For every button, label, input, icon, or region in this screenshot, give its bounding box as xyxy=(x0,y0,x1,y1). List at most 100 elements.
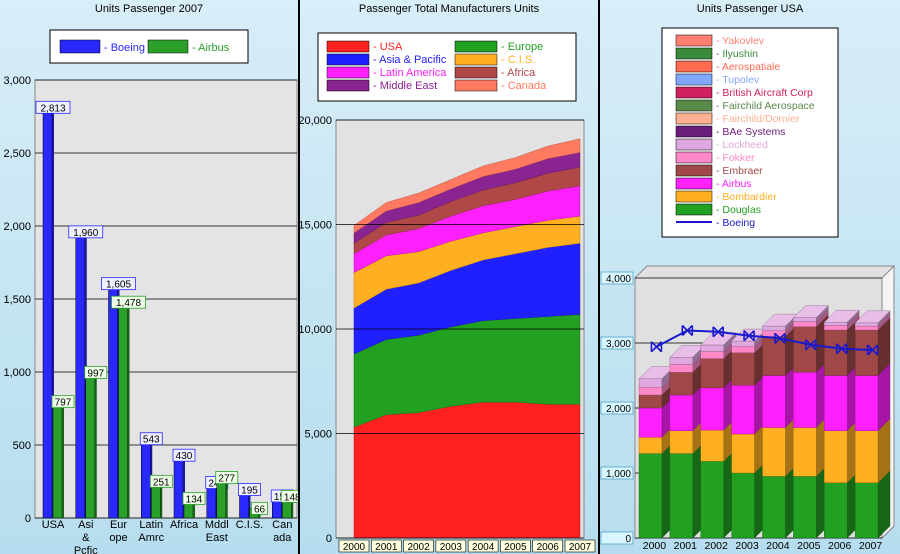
chart-title: Units Passenger 2007 xyxy=(95,3,203,15)
bar-segment-lockheed xyxy=(762,325,786,331)
x-tick-label: Africa xyxy=(170,519,199,531)
x-tick-box xyxy=(564,539,596,553)
x-tick-label: USA xyxy=(42,519,65,531)
bar-segment-airbus xyxy=(793,372,817,428)
line-point-marker xyxy=(835,343,848,355)
line-point-marker xyxy=(681,324,694,337)
legend-swatch xyxy=(675,177,713,190)
legend-swatch xyxy=(675,99,713,112)
x-tick-box xyxy=(435,539,467,553)
legend-swatch xyxy=(675,203,713,216)
legend-label: - Airbus xyxy=(192,42,230,54)
bar-segment-fokker xyxy=(669,364,693,373)
y-tick-label: 2,000 xyxy=(3,221,31,233)
bar-side xyxy=(291,498,294,518)
data-label: 1,960 xyxy=(73,228,98,239)
bar-airbus xyxy=(85,372,95,519)
bar-side xyxy=(160,483,163,518)
x-tick-label: East xyxy=(206,532,228,544)
data-label: 251 xyxy=(153,477,170,488)
x-tick-label: 2005 xyxy=(797,540,821,552)
bar-segment-bombardier xyxy=(700,429,724,462)
x-tick-label: Asi xyxy=(78,519,93,531)
data-label: 2,813 xyxy=(40,103,65,114)
x-tick-label: 2004 xyxy=(472,542,495,553)
data-label-box xyxy=(182,492,206,505)
data-label: 1,478 xyxy=(116,298,141,309)
bar-segment-douglas xyxy=(824,482,848,539)
line-point-marker xyxy=(743,330,755,342)
y-tick-label: 0 xyxy=(25,513,31,525)
legend-label: - Canada xyxy=(501,80,547,92)
bar-segment-embraer xyxy=(793,326,817,373)
line-point-marker xyxy=(774,332,786,344)
data-label: 66 xyxy=(254,504,266,515)
bar-segment-lockheed xyxy=(700,344,724,352)
data-label: 148 xyxy=(284,492,298,503)
data-label: 1,605 xyxy=(106,280,131,291)
bar-segment-douglas xyxy=(762,476,786,539)
stacked-3d-bar-chart-usa: Units Passenger USA 0 1,000 2,000 3,000 4,00… xyxy=(600,3,895,552)
bar-side xyxy=(94,374,97,518)
legend-swatch xyxy=(59,39,101,54)
x-tick-label: 2006 xyxy=(828,540,852,552)
bar-segment-lockheed xyxy=(731,340,755,347)
x-tick-label: Latin xyxy=(139,519,163,531)
bar-airbus xyxy=(52,401,63,519)
data-label-box xyxy=(280,489,298,503)
bar-segment-bombardier xyxy=(638,437,663,454)
legend-swatch xyxy=(675,112,713,125)
data-label-box xyxy=(149,474,173,488)
bar-top xyxy=(700,332,737,346)
bar-segment-embraer xyxy=(762,336,786,376)
y-tick-label: 10,000 xyxy=(300,324,332,336)
y-tick-label: 15,000 xyxy=(300,220,332,232)
chart-title: Passenger Total Manufacturers Units xyxy=(359,3,540,15)
legend-label: - Lockheed xyxy=(716,139,768,151)
y-tick-label: 1,500 xyxy=(3,294,31,306)
bar-segment-airbus xyxy=(669,394,693,431)
bar-top xyxy=(854,310,891,324)
bar-side xyxy=(193,500,195,518)
legend-label: - USA xyxy=(373,41,403,53)
bar-segment-airbus xyxy=(762,375,786,428)
bar-segment-fokker xyxy=(731,346,755,353)
bar-segment-fokker xyxy=(793,321,817,327)
y-tick-label: 2,000 xyxy=(606,404,631,415)
line-point-marker xyxy=(712,326,724,338)
bar-segment-douglas xyxy=(669,453,693,539)
y-tick-label: 0 xyxy=(625,534,631,545)
bar-segment-bombardier xyxy=(731,433,755,474)
bar-segment-embraer xyxy=(638,394,663,409)
units-passenger-2007-panel: Units Passenger 2007 0 500 1,000 1,500 2,000… xyxy=(0,0,298,554)
y-tick-box xyxy=(600,531,634,545)
bar-segment-airbus xyxy=(700,387,724,431)
bar-segment-airbus xyxy=(731,385,755,435)
legend-swatch xyxy=(454,66,498,79)
legend-label: - Airbus xyxy=(716,178,752,190)
bar-segment-bombardier xyxy=(762,427,786,477)
bar-segment-bombardier xyxy=(854,430,879,483)
y-tick-label: 20,000 xyxy=(300,115,332,127)
legend-swatch xyxy=(326,40,370,53)
legend-swatch xyxy=(675,34,713,47)
data-label: 797 xyxy=(55,398,72,409)
legend-swatch xyxy=(675,60,713,73)
y-tick-label: 1,000 xyxy=(606,469,631,480)
y-tick-label: 5,000 xyxy=(304,429,332,441)
data-label-box xyxy=(215,471,239,484)
x-tick-label: Eur xyxy=(110,519,127,531)
chart-title: Units Passenger USA xyxy=(697,3,804,15)
bar-segment-bombardier xyxy=(669,430,693,454)
legend-swatch xyxy=(675,73,713,86)
bar-segment-fokker xyxy=(700,351,724,359)
y-tick-label: 4,000 xyxy=(606,274,631,285)
x-tick-label: 2005 xyxy=(504,542,527,553)
data-label-box xyxy=(84,366,108,379)
legend-swatch xyxy=(675,190,713,203)
legend-swatch xyxy=(675,125,713,138)
bar-segment-fokker xyxy=(638,387,663,396)
bar-segment-lockheed xyxy=(638,378,663,388)
legend-label: - Bombardier xyxy=(716,191,777,203)
area-chart-total: Passenger Total Manufacturers Units - US… xyxy=(300,3,596,553)
